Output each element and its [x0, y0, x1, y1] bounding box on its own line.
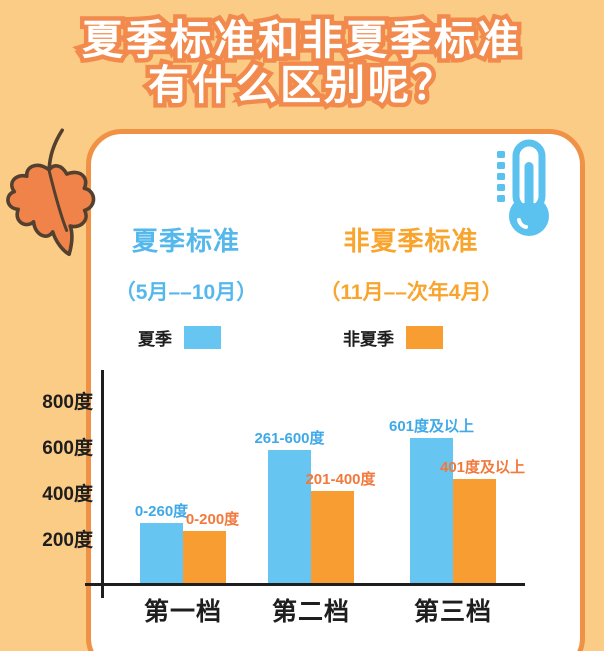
- y-tick-label: 800度: [42, 392, 93, 413]
- non-summer-period: （11月––次年4月）: [319, 281, 503, 304]
- x-category-label: 第一档: [143, 598, 222, 626]
- bar-label-non-summer: 0-200度: [185, 511, 240, 528]
- legend-label: 夏季: [138, 330, 172, 349]
- bar-non-summer: [183, 531, 226, 583]
- summer-period: （5月––10月）: [114, 281, 258, 304]
- legend-item: 夏季: [138, 325, 221, 350]
- bar-summer: [268, 450, 311, 583]
- legend-swatch: [406, 326, 443, 349]
- legend-label: 非夏季: [343, 330, 394, 349]
- bar-summer: [140, 523, 183, 583]
- y-tick-label: 600度: [42, 438, 93, 459]
- bar-label-summer: 261-600度: [254, 430, 325, 447]
- y-axis-line: [101, 370, 104, 598]
- x-axis-line: [85, 583, 525, 586]
- autumn-leaf-icon: [0, 126, 102, 268]
- thermometer-icon: [485, 138, 555, 240]
- page-title: 夏季标准和非夏季标准 有什么区别呢？: [0, 18, 604, 109]
- bar-chart: 800度 600度 400度 200度 0-260度 0-200度第一档 261-600度 2…: [42, 368, 533, 628]
- y-tick-label: 200度: [42, 530, 93, 551]
- bar-non-summer: [311, 491, 354, 583]
- non-summer-standard-title: 非夏季标准: [343, 226, 479, 256]
- x-category-label: 第三档: [413, 598, 492, 626]
- bar-label-non-summer: 201-400度: [305, 471, 376, 488]
- legend-item: 非夏季: [343, 325, 443, 350]
- page-title-line2: 有什么区别呢？: [0, 63, 604, 109]
- x-category-label: 第二档: [271, 598, 350, 626]
- y-tick-label: 400度: [42, 484, 93, 505]
- bar-label-summer: 0-260度: [134, 503, 189, 520]
- legend-swatch: [184, 326, 221, 349]
- page-title-line1: 夏季标准和非夏季标准: [0, 18, 604, 64]
- bar-summer: [410, 438, 453, 583]
- bar-non-summer: [453, 479, 496, 583]
- bar-label-summer: 601度及以上: [388, 418, 475, 435]
- bar-label-non-summer: 401度及以上: [439, 459, 526, 476]
- summer-standard-title: 夏季标准: [131, 226, 240, 256]
